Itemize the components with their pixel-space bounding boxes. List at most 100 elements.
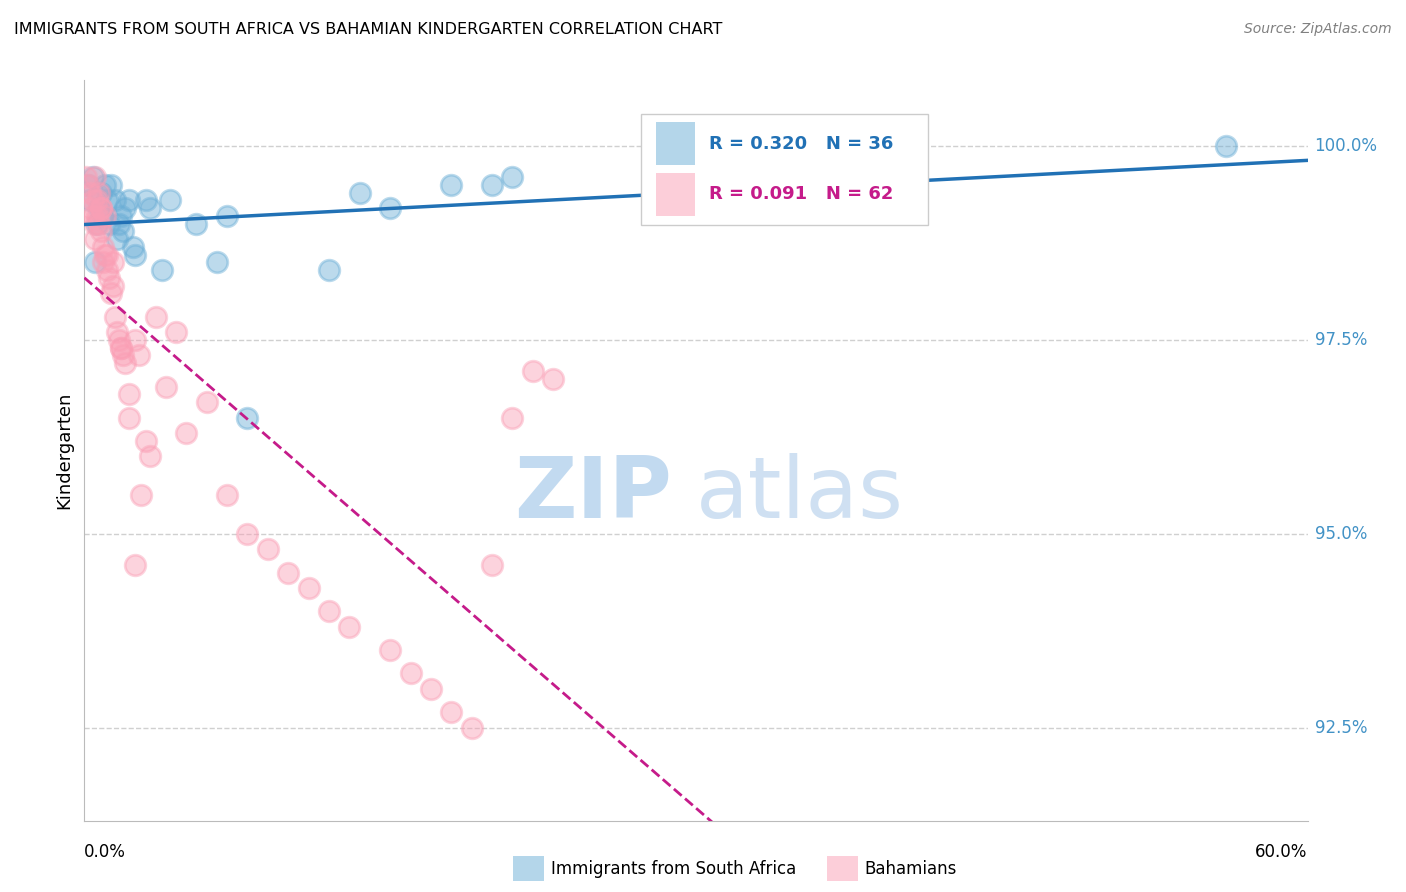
Point [77,178,100,192]
FancyBboxPatch shape [655,173,695,216]
Point [135,434,157,448]
Point [298,581,321,595]
Point [112,349,135,363]
Point [93,248,115,262]
Text: Immigrants from South Africa: Immigrants from South Africa [551,860,796,878]
Point [97,217,120,231]
Point [79,201,101,215]
Point [90,201,112,215]
Point [86,209,108,223]
Point [82,170,104,185]
Point [100,178,122,192]
Point [91,240,114,254]
Point [87,201,110,215]
Point [318,263,340,277]
Point [108,217,131,231]
Point [82,194,104,208]
Point [543,372,565,386]
Point [97,271,120,285]
Text: Bahamians: Bahamians [865,860,957,878]
Text: Source: ZipAtlas.com: Source: ZipAtlas.com [1244,22,1392,37]
Point [77,178,100,192]
Point [90,224,112,238]
Point [150,263,173,277]
Point [440,178,463,192]
Point [118,410,141,425]
Text: atlas: atlas [696,453,904,536]
Point [90,186,112,200]
Point [339,620,360,634]
Point [83,255,105,269]
Text: R = 0.091   N = 62: R = 0.091 N = 62 [710,186,894,203]
Point [257,542,280,557]
Point [349,186,371,200]
Point [86,194,108,208]
Point [75,170,97,185]
Point [380,643,402,657]
Text: 95.0%: 95.0% [1315,524,1367,543]
Point [100,286,122,301]
Point [96,248,118,262]
Point [104,310,127,324]
Point [131,488,153,502]
Text: 92.5%: 92.5% [1315,719,1367,737]
Text: 100.0%: 100.0% [1315,137,1378,155]
FancyBboxPatch shape [655,122,695,165]
Text: IMMIGRANTS FROM SOUTH AFRICA VS BAHAMIAN KINDERGARTEN CORRELATION CHART: IMMIGRANTS FROM SOUTH AFRICA VS BAHAMIAN… [14,22,723,37]
Point [91,209,114,223]
Point [195,395,218,409]
Point [108,333,131,347]
Point [93,209,115,223]
Point [83,217,105,231]
Point [118,194,141,208]
Point [110,341,132,355]
Point [124,333,146,347]
Point [96,194,118,208]
FancyBboxPatch shape [641,113,928,225]
Point [145,310,167,324]
Point [461,721,484,735]
Point [79,186,101,200]
Point [110,209,132,223]
Point [110,341,132,355]
Text: R = 0.320   N = 36: R = 0.320 N = 36 [710,135,894,153]
Point [522,364,544,378]
Point [236,526,259,541]
Point [83,232,105,246]
Text: 60.0%: 60.0% [1256,843,1308,861]
Text: 97.5%: 97.5% [1315,331,1367,349]
Text: ZIP: ZIP [513,453,672,536]
Point [128,349,150,363]
Point [114,201,136,215]
Point [1215,139,1237,153]
Point [104,194,127,208]
Point [122,240,145,254]
Point [420,681,443,696]
Point [399,666,422,681]
Point [135,194,157,208]
Point [501,410,523,425]
Point [82,209,104,223]
Point [93,178,115,192]
Point [440,705,463,719]
Point [217,488,239,502]
Point [101,255,124,269]
Point [155,379,177,393]
Point [501,170,523,185]
Point [165,325,187,339]
Point [90,201,112,215]
Point [159,194,181,208]
Point [217,209,239,223]
Point [236,410,259,425]
Point [380,201,402,215]
Point [96,263,118,277]
Point [79,194,101,208]
Point [174,425,197,440]
Point [101,278,124,293]
Point [86,217,108,231]
Point [186,217,208,231]
Point [277,566,299,580]
Point [112,224,135,238]
Point [87,186,110,200]
Point [318,604,340,618]
